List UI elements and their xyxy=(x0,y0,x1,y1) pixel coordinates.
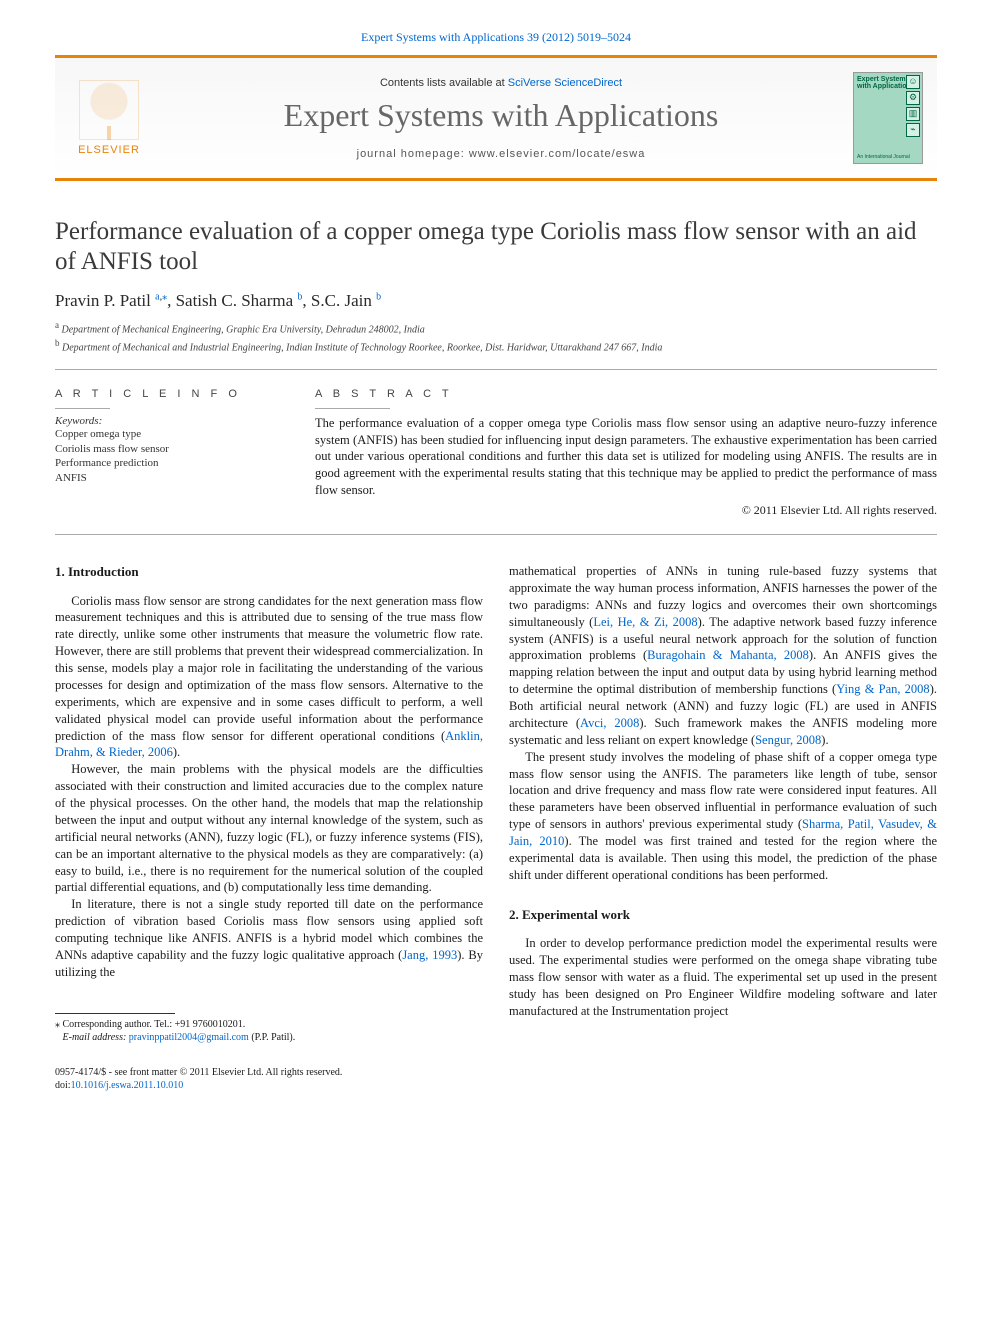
affiliation-b: b Department of Mechanical and Industria… xyxy=(55,337,937,355)
author-list: Pravin P. Patil a,⁎, Satish C. Sharma b,… xyxy=(55,291,937,311)
abstract-column: A B S T R A C T The performance evaluati… xyxy=(315,388,937,518)
author-3: S.C. Jain xyxy=(311,291,372,310)
header-middle: Contents lists available at SciVerse Sci… xyxy=(163,77,839,160)
cover-subtitle: An International Journal xyxy=(857,155,919,160)
publisher-wordmark: ELSEVIER xyxy=(78,144,140,156)
publisher-logo: ELSEVIER xyxy=(69,73,149,163)
author-3-affil[interactable]: b xyxy=(376,291,381,302)
left-column: 1. Introduction Coriolis mass flow senso… xyxy=(55,563,483,1092)
intro-p3: In literature, there is not a single stu… xyxy=(55,896,483,980)
info-abstract-row: A R T I C L E I N F O Keywords: Copper o… xyxy=(55,388,937,518)
author-2: Satish C. Sharma xyxy=(176,291,294,310)
ref-avci[interactable]: Avci, 2008 xyxy=(580,716,639,730)
intro-p5-b: ). The model was first trained and teste… xyxy=(509,834,937,882)
author-1-corr[interactable]: ⁎ xyxy=(162,291,167,302)
contents-prefix: Contents lists available at xyxy=(380,77,508,89)
info-rule xyxy=(55,408,110,409)
homepage-url: www.elsevier.com/locate/eswa xyxy=(469,148,646,160)
journal-name: Expert Systems with Applications xyxy=(163,97,839,134)
abstract-text: The performance evaluation of a copper o… xyxy=(315,415,937,499)
doi-link[interactable]: 10.1016/j.eswa.2011.10.010 xyxy=(71,1080,184,1091)
contents-list-line: Contents lists available at SciVerse Sci… xyxy=(163,77,839,89)
top-reference-link[interactable]: Expert Systems with Applications 39 (201… xyxy=(361,30,631,44)
keyword-1: Copper omega type xyxy=(55,427,285,442)
journal-homepage: journal homepage: www.elsevier.com/locat… xyxy=(163,148,839,160)
corr-email-link[interactable]: pravinppatil2004@gmail.com xyxy=(129,1032,249,1043)
top-reference: Expert Systems with Applications 39 (201… xyxy=(55,30,937,45)
corr-line: Corresponding author. Tel.: +91 97600102… xyxy=(63,1019,246,1030)
keyword-3: Performance prediction xyxy=(55,456,285,471)
abstract-head: A B S T R A C T xyxy=(315,388,937,400)
cover-icons: ☺ ⚙ ▥ ⌁ xyxy=(906,75,920,137)
divider-top xyxy=(55,369,937,370)
divider-bottom xyxy=(55,534,937,535)
affiliation-b-text: Department of Mechanical and Industrial … xyxy=(62,342,662,353)
cover-icon-gear: ⚙ xyxy=(906,91,920,105)
author-1: Pravin P. Patil xyxy=(55,291,151,310)
footnote-divider xyxy=(55,1013,175,1014)
ref-lei[interactable]: Lei, He, & Zi, 2008 xyxy=(593,615,697,629)
author-1-affil[interactable]: a xyxy=(155,291,159,302)
abstract-copyright: © 2011 Elsevier Ltd. All rights reserved… xyxy=(315,503,937,518)
doi-label: doi: xyxy=(55,1080,71,1091)
keyword-2: Coriolis mass flow sensor xyxy=(55,442,285,457)
corresponding-author-note: ⁎ Corresponding author. Tel.: +91 976001… xyxy=(55,1018,483,1044)
corr-star-icon: ⁎ xyxy=(55,1019,63,1030)
affiliations: a Department of Mechanical Engineering, … xyxy=(55,319,937,355)
section-2-head: 2. Experimental work xyxy=(509,906,937,924)
front-matter: 0957-4174/$ - see front matter © 2011 El… xyxy=(55,1066,483,1092)
ref-sengur[interactable]: Sengur, 2008 xyxy=(755,733,821,747)
front-matter-line1: 0957-4174/$ - see front matter © 2011 El… xyxy=(55,1066,483,1079)
intro-p2: However, the main problems with the phys… xyxy=(55,761,483,896)
ref-jang[interactable]: Jang, 1993 xyxy=(402,948,457,962)
email-tail: (P.P. Patil). xyxy=(249,1032,295,1043)
ref-buragohain[interactable]: Buragohain & Mahanta, 2008 xyxy=(647,648,809,662)
body-columns: 1. Introduction Coriolis mass flow senso… xyxy=(55,563,937,1092)
homepage-prefix: journal homepage: xyxy=(357,148,469,160)
section-1-head: 1. Introduction xyxy=(55,563,483,581)
article-info-column: A R T I C L E I N F O Keywords: Copper o… xyxy=(55,388,285,518)
affiliation-a-text: Department of Mechanical Engineering, Gr… xyxy=(62,324,425,335)
article-info-head: A R T I C L E I N F O xyxy=(55,388,285,400)
cover-icon-tube: ⌁ xyxy=(906,123,920,137)
intro-p1-text: Coriolis mass flow sensor are strong can… xyxy=(55,594,483,743)
doi-line: doi:10.1016/j.eswa.2011.10.010 xyxy=(55,1079,483,1092)
keywords-label: Keywords: xyxy=(55,415,285,427)
exp-p1: In order to develop performance predicti… xyxy=(509,935,937,1019)
sciencedirect-link[interactable]: SciVerse ScienceDirect xyxy=(508,77,622,89)
email-label: E-mail address: xyxy=(63,1032,127,1043)
journal-cover-thumbnail: Expert Systems with Applications An Inte… xyxy=(853,72,923,164)
journal-header: ELSEVIER Contents lists available at Sci… xyxy=(55,55,937,181)
affiliation-a: a Department of Mechanical Engineering, … xyxy=(55,319,937,337)
keywords-list: Copper omega type Coriolis mass flow sen… xyxy=(55,427,285,486)
ref-ying[interactable]: Ying & Pan, 2008 xyxy=(836,682,929,696)
intro-p5: The present study involves the modeling … xyxy=(509,749,937,884)
intro-p4: mathematical properties of ANNs in tunin… xyxy=(509,563,937,749)
right-column: mathematical properties of ANNs in tunin… xyxy=(509,563,937,1092)
elsevier-tree-icon xyxy=(79,80,139,140)
keyword-4: ANFIS xyxy=(55,471,285,486)
intro-p1: Coriolis mass flow sensor are strong can… xyxy=(55,593,483,762)
paper-title: Performance evaluation of a copper omega… xyxy=(55,217,937,277)
cover-icon-person: ☺ xyxy=(906,75,920,89)
author-2-affil[interactable]: b xyxy=(297,291,302,302)
abstract-rule xyxy=(315,408,390,409)
cover-icon-chart: ▥ xyxy=(906,107,920,121)
